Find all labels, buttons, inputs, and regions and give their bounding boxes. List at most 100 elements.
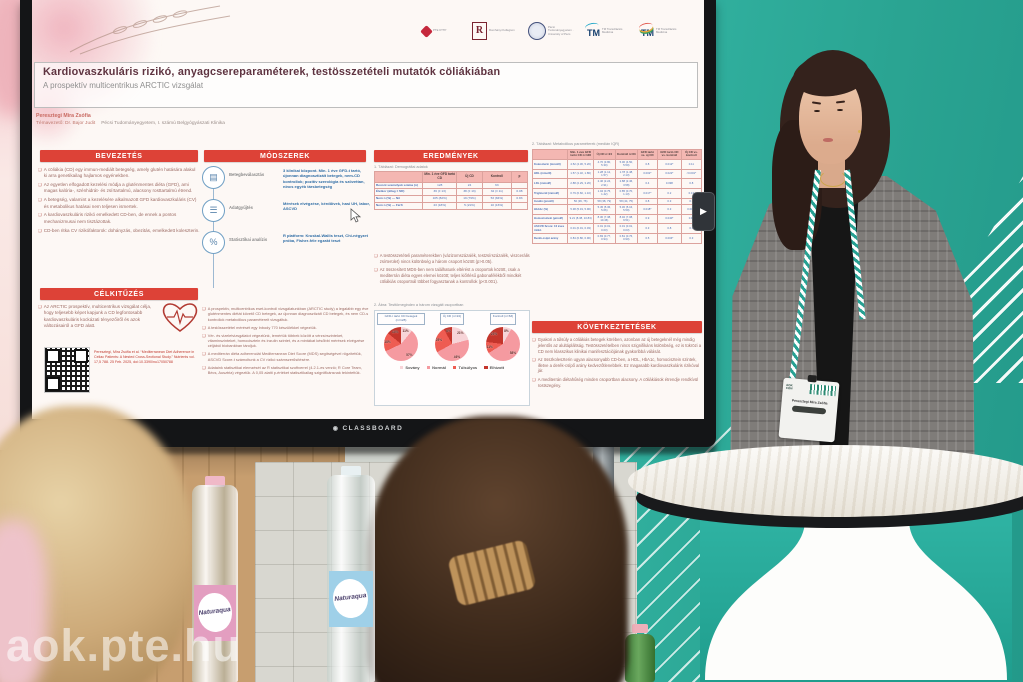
- table-row: HDL (mmol/l) 1.57 (1.32, 1.86) 1.28 (1.12,…: [531, 168, 703, 180]
- list-item: ❑ A testösszetétel mérését egy Inbody 770…: [202, 324, 317, 330]
- qr-code: [44, 347, 90, 393]
- list-item: ❑ A mediterrán diétahűség minden csoportb…: [532, 376, 699, 388]
- mouse-cursor-icon: [350, 208, 361, 223]
- pie-block: Kontroll (n=63) 8% 58% 11% 23%: [479, 313, 527, 361]
- badge-pattern: [809, 384, 837, 397]
- play-arrow-icon: ▶: [700, 206, 707, 216]
- table-demographics: Min. 1 éve GFD tartó CD Új CD Kontroll p…: [373, 171, 529, 210]
- list-item: ❑ Az ARCTIC prospektív, multicentrikus vi…: [38, 304, 152, 328]
- institution-logos: PTE KTTP R Romhányi Kollégium Pécsi Tudom…: [420, 14, 700, 48]
- lips: [823, 138, 833, 142]
- poster-title: Kardiovaszkuláris rizikó, anyagcserepara…: [43, 66, 501, 78]
- gold-earring: [858, 130, 861, 133]
- bottle-brand: Naturaqua: [331, 577, 371, 621]
- table-row: HbA1c (%) 5.38 (5.19, 5.90) 5.45 (5.36, 5.…: [531, 204, 703, 215]
- eredmenyek-bullets: ❑ A testösszetételi paraméterekben (váziz…: [374, 253, 530, 284]
- water-bottle-pink: Naturaqua: [190, 476, 240, 682]
- bottle-body: Naturaqua: [192, 485, 238, 682]
- kovetkeztetesek-bullets: ❑ Gyakori a túlsúly a cöliákiás betegek k…: [532, 337, 704, 388]
- bmi-pie-charts: GFD-t tartó CD betegek (n=128) 11% 57% 18%…: [376, 313, 528, 361]
- badge-clip: [807, 374, 818, 383]
- table-row: Homocisztein (µmol/l) 9.21 (8.38, 10.83) 8…: [531, 213, 703, 225]
- bottle-label: Naturaqua: [194, 585, 236, 641]
- list-item: ❑ Gyakori a túlsúly a cöliákiás betegek k…: [532, 337, 702, 354]
- antler-icon: [638, 21, 654, 33]
- citation-text: Peresztegi, Mira Zsófia et al. “Mediterr…: [94, 350, 195, 365]
- supervisor: Témavezető: Dr. Bajor Judit: [36, 121, 96, 126]
- pie-legend: Sovány Normál Túlsúlyos Elhízott: [376, 365, 528, 370]
- bmi-figure: GFD-t tartó CD betegek (n=128) 11% 57% 18%…: [374, 310, 530, 406]
- checkbox-bullet-icon: ❑: [202, 332, 206, 338]
- table-row: Inzulin (pmol/l) 50 (36, 76) 58 (38, 79) 58…: [531, 197, 703, 206]
- checkbox-bullet-icon: ❑: [202, 324, 206, 330]
- screen-shadow: [20, 445, 716, 454]
- celkituzes-bullets: ❑ Az ARCTIC prospektív, multicentrikus vi…: [38, 304, 158, 329]
- flow-step: ☰ Adatgyűjtés Mérések elvégzése, kérdőív…: [202, 198, 370, 222]
- list-item: ❑ Az összesített MDS-ben nem találhatunk …: [374, 267, 522, 284]
- checkbox-bullet-icon: ❑: [374, 253, 378, 258]
- checkbox-bullet-icon: ❑: [38, 167, 42, 172]
- list-item: ❑ A testösszetételi paraméterekben (váziz…: [374, 253, 530, 264]
- poster-authors: Peresztegi Mira Zsófia Témavezető: Dr. B…: [36, 113, 456, 126]
- wheat-illustration: [69, 5, 231, 55]
- bottle-body: [625, 634, 655, 682]
- table1-caption: 1. Táblázat: Demográfiai adatok: [374, 165, 428, 169]
- poster-title-box: Kardiovaszkuláris rizikó, anyagcserepara…: [34, 62, 698, 108]
- pie-block: GFD-t tartó CD betegek (n=128) 11% 57% 18%…: [377, 313, 425, 361]
- list-item: ❑ CD-ben ritka CV rizikófaktorok: dohányz…: [38, 227, 200, 233]
- checkbox-bullet-icon: ❑: [374, 267, 378, 273]
- water-bottle-blue: Naturaqua: [325, 466, 377, 682]
- step-icon: ☰: [202, 198, 225, 222]
- checkbox-bullet-icon: ❑: [38, 182, 42, 188]
- section-heading-bevezetes: BEVEZETÉS: [40, 150, 198, 162]
- step-label: Adatgyűjtés: [229, 204, 253, 210]
- table-metabolic: Min. 1 éve GFD tartó CD n=128 Új CD n=24…: [531, 149, 703, 244]
- poster-subtitle: A prospektív multicentrikus ARCTIC vizsg…: [43, 81, 204, 90]
- table-row: Koleszterin (mmol/l) 4.52 (4.30, 5.20) 4.7…: [531, 158, 703, 170]
- poster-slide: PTE KTTP R Romhányi Kollégium Pécsi Tudom…: [32, 0, 704, 419]
- pie-block: Új CD (n=24) 21% 46% 25% 8%: [428, 313, 476, 361]
- badge-role-pill: [791, 405, 827, 415]
- list-item: ❑ Az összkoleszterin ugyan alacsonyabb CD…: [532, 356, 700, 374]
- gold-necklace: [820, 170, 846, 187]
- checkbox-bullet-icon: ❑: [532, 376, 536, 382]
- checkbox-bullet-icon: ❑: [202, 351, 206, 357]
- list-item: ❑ Vér- és vizeletvizsgálatot végeztünk, l…: [202, 332, 365, 349]
- slide-next-button[interactable]: ▶: [692, 192, 715, 231]
- checkbox-bullet-icon: ❑: [532, 337, 536, 342]
- pie-title: GFD-t tartó CD betegek (n=128): [377, 313, 425, 325]
- conference-badge: AOK CON Peresztegi Mira Zsófia: [778, 374, 840, 443]
- table-base: [700, 514, 1012, 682]
- table2-caption: 2. Táblázat: Metabolikus paraméterek (me…: [532, 142, 620, 146]
- methods-flowchart: ▤ Betegbeválasztás 3 klinikai központ. M…: [202, 166, 370, 288]
- table-row: Nem n (%) — Nő 105 (82%) 19 (79%) 53 (84%) 0…: [373, 195, 529, 203]
- table-row: Életkor (átlag ± SD) 36 (± 13) 38 (± 13) 32…: [373, 188, 529, 197]
- list-item: ❑ A mediterrán diéta adherenciát Mediterr…: [202, 351, 362, 362]
- pte-kttp-logo: PTE KTTP: [420, 24, 459, 38]
- list-item: ❑ A prospektív, multicentrikus eset-kontr…: [202, 306, 369, 322]
- screen-brand: ◉ CLASSBOARD: [332, 425, 404, 432]
- audience-pink-clothing: [0, 520, 48, 682]
- antler-icon: [584, 21, 600, 33]
- section-heading-modszerek: MÓDSZEREK: [204, 150, 366, 162]
- bottle-cap: [340, 466, 362, 477]
- legend-swatch: [452, 365, 457, 370]
- checkbox-bullet-icon: ❑: [202, 364, 206, 370]
- author-name: Peresztegi Mira Zsófia: [36, 113, 91, 119]
- bottle-cap: [205, 476, 225, 487]
- pie-chart-control: 8% 58% 11% 23%: [486, 327, 520, 361]
- pie-chart-new-cd: 21% 46% 25% 8%: [435, 327, 469, 361]
- pie-chart-gfd: 11% 57% 18% 14%: [384, 327, 418, 361]
- checkbox-bullet-icon: ❑: [532, 356, 536, 362]
- step-label: Statisztikai analízis: [229, 236, 268, 242]
- table-row: Bevont személyek száma (n) 128 24 63: [373, 181, 529, 190]
- figure-caption: 2. Ábra: Testtömegindex a három vizsgált…: [374, 303, 464, 307]
- checkbox-bullet-icon: ❑: [38, 197, 42, 203]
- table-base-graphic: [705, 520, 1007, 680]
- affiliation: Pécsi Tudományegyetem, I. számú Belgyógy…: [101, 121, 225, 126]
- romhanyi-crest-logo: R Romhányi Kollégium: [472, 22, 515, 40]
- tm-logo-color: TM TM Transzlációs Medicina: [638, 21, 682, 38]
- table-row: LDL (mmol/l) 2.88 (2.29, 3.26) 2.46 (2.24,…: [531, 178, 703, 190]
- table-row: Triglicerid (mmol/l) 0.79 (0.60, 1.10) 1.0…: [531, 188, 703, 199]
- flow-step: ▤ Betegbeválasztás 3 klinikai központ. M…: [202, 166, 370, 190]
